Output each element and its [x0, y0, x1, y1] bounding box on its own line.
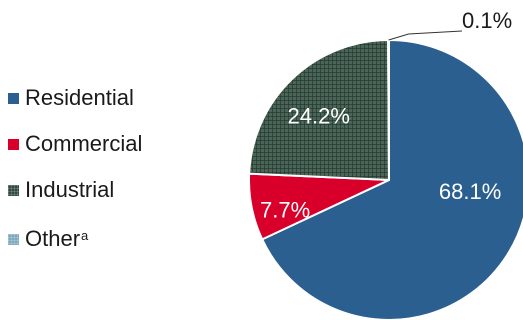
legend-item-commercial: Commercial	[8, 130, 208, 176]
legend-label-residential: Residential	[25, 85, 134, 110]
data-label-residential: 68.1%	[439, 179, 501, 204]
chart-legend: Residential Commercial Industrial Othera	[8, 84, 208, 268]
legend-label-other: Other	[25, 226, 81, 251]
legend-item-residential: Residential	[8, 84, 208, 130]
pie-slice-residential	[261, 39, 523, 320]
data-label-other: 0.1%	[462, 8, 512, 33]
data-label-commercial: 7.7%	[260, 197, 310, 222]
data-label-industrial: 24.2%	[288, 103, 350, 128]
pie-slice-other	[387, 38, 390, 181]
pie-slice-industrial	[248, 39, 390, 181]
pie-slices	[248, 38, 523, 320]
legend-superscript-other: a	[81, 228, 89, 243]
pie-labels: 68.1% 7.7% 24.2% 0.1%	[260, 8, 512, 223]
legend-swatch-other	[8, 234, 19, 245]
legend-swatch-residential	[8, 93, 19, 104]
legend-swatch-industrial	[8, 185, 19, 196]
legend-item-industrial: Industrial	[8, 176, 208, 222]
legend-label-commercial: Commercial	[25, 131, 143, 156]
legend-item-other: Othera	[8, 222, 208, 268]
legend-label-industrial: Industrial	[25, 177, 115, 202]
leader-line-other	[388, 30, 463, 41]
legend-swatch-commercial	[8, 139, 19, 150]
